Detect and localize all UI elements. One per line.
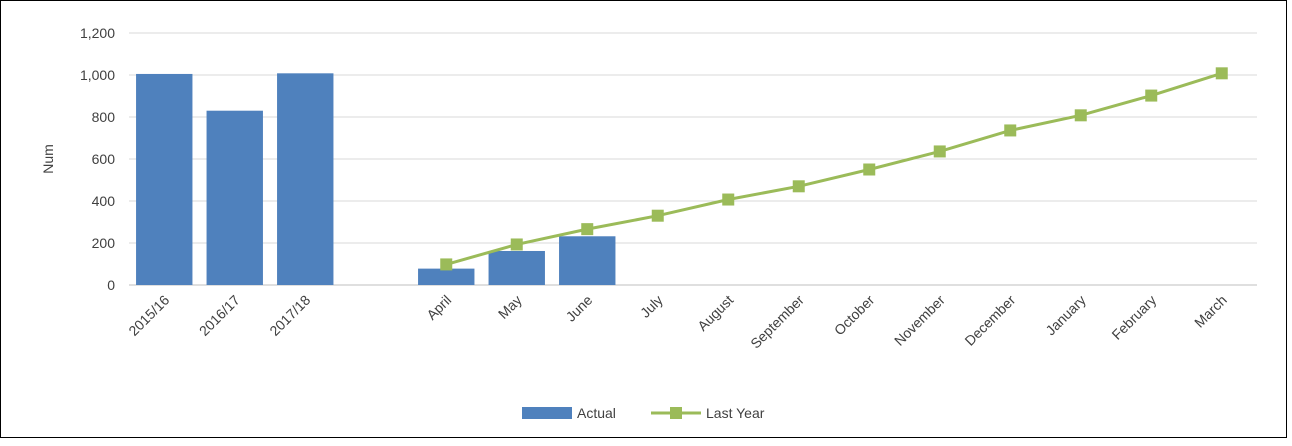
x-tick-label: February (1108, 292, 1159, 343)
y-tick-label: 800 (92, 109, 116, 125)
y-axis-ticks: 0 200 400 600 800 1,000 1,200 (80, 25, 115, 293)
bar-actual (488, 250, 545, 285)
x-tick-label: May (495, 292, 525, 322)
x-tick-label: March (1191, 292, 1230, 331)
x-tick-label: 2015/16 (125, 292, 172, 339)
y-tick-label: 1,000 (80, 67, 115, 83)
x-tick-label: December (961, 292, 1018, 349)
x-tick-label: 2017/18 (266, 292, 313, 339)
x-tick-label: July (637, 292, 666, 321)
marker-last-year (440, 258, 453, 271)
marker-last-year (581, 223, 594, 236)
y-axis-title: Num (40, 144, 56, 174)
x-axis-ticks: 2015/16 2016/17 2017/18 April May June July Aug… (125, 292, 1230, 352)
marker-last-year (863, 163, 876, 176)
bar-actual (277, 73, 334, 285)
y-tick-label: 600 (92, 151, 116, 167)
x-tick-label: January (1042, 292, 1089, 339)
line-last-year (445, 71, 1223, 266)
legend-marker-last-year (670, 407, 682, 419)
y-tick-label: 400 (92, 193, 116, 209)
x-tick-label: 2016/17 (196, 292, 243, 339)
marker-last-year (651, 209, 664, 222)
line-series-last-year (440, 67, 1228, 271)
bar-series-actual (136, 73, 616, 285)
x-tick-label: June (563, 292, 596, 325)
bar-actual (136, 73, 193, 285)
marker-last-year (510, 238, 523, 251)
marker-last-year (792, 180, 805, 193)
legend: Actual Last Year (522, 405, 765, 421)
x-tick-label: August (694, 292, 736, 334)
marker-last-year (1004, 124, 1017, 137)
x-tick-label: October (831, 292, 878, 339)
marker-last-year (1074, 109, 1087, 122)
legend-swatch-actual (522, 407, 572, 419)
chart-frame: 0 200 400 600 800 1,000 1,200 2015/16 2016/17 20… (0, 0, 1287, 438)
bar-actual (206, 110, 263, 285)
bar-actual (559, 236, 616, 285)
x-tick-label: September (747, 292, 807, 352)
marker-last-year (933, 145, 946, 158)
marker-last-year (1215, 67, 1228, 80)
legend-label-last-year: Last Year (706, 405, 765, 421)
x-tick-label: April (423, 292, 454, 323)
legend-label-actual: Actual (577, 405, 616, 421)
marker-last-year (722, 193, 735, 206)
marker-last-year (1145, 89, 1158, 102)
y-tick-label: 1,200 (80, 25, 115, 41)
x-tick-label: November (891, 292, 948, 349)
y-tick-label: 0 (107, 277, 115, 293)
y-tick-label: 200 (92, 235, 116, 251)
bar-actual (418, 268, 475, 285)
